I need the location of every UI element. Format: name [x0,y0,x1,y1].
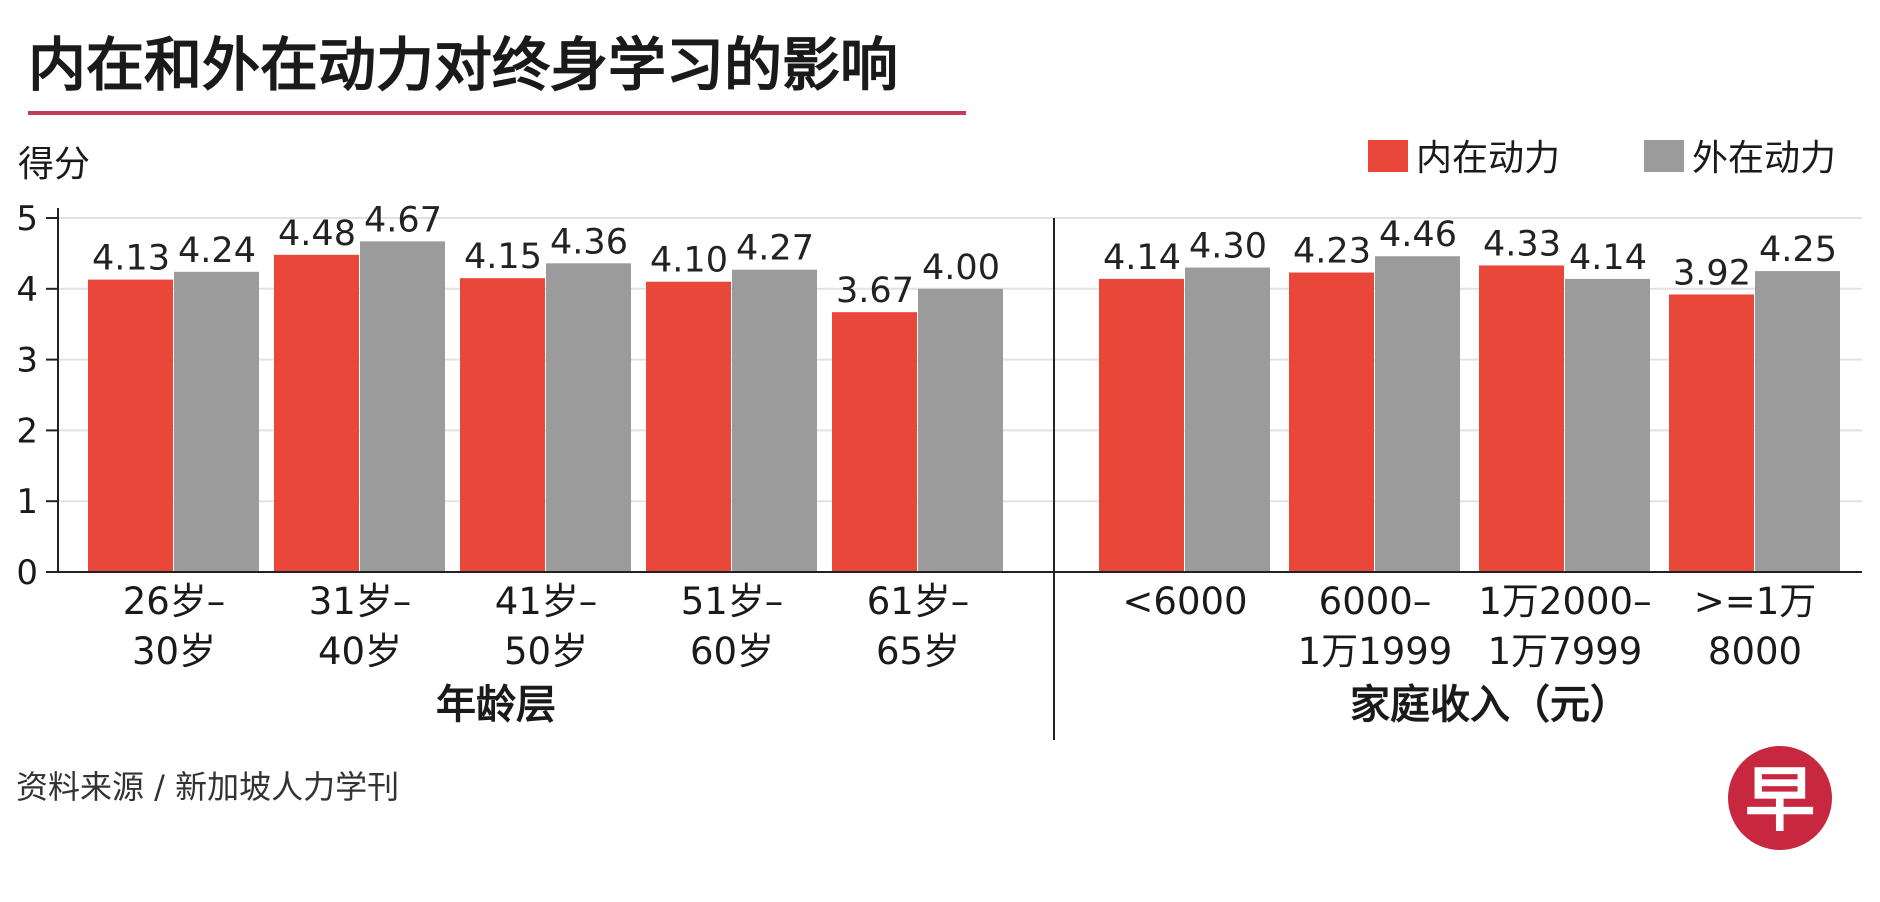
x-axis-title: 家庭收入（元） [1350,682,1630,728]
legend-swatch-inner [1368,140,1408,172]
y-tick-label: 4 [16,270,38,310]
y-axis-label: 得分 [18,144,90,185]
bar [1185,267,1270,572]
x-tick-label: 26岁– [123,580,226,623]
y-tick-label: 5 [16,199,38,239]
x-tick-label: 65岁 [876,630,960,673]
y-tick-label: 3 [16,341,38,381]
bar [274,254,359,573]
bar [1755,271,1840,572]
data-label: 4.25 [1759,230,1837,270]
data-label: 4.36 [550,222,628,262]
title-underline [28,111,966,115]
legend-swatch-outer [1644,140,1684,172]
x-tick-label: 40岁 [318,630,402,673]
x-tick-label: 6000– [1319,580,1432,623]
x-axis-title: 年龄层 [436,682,556,728]
data-label: 4.48 [278,214,356,254]
x-tick-label: 1万7999 [1488,630,1643,673]
zaobao-logo-icon: 早 [1728,746,1832,850]
x-tick-label: 51岁– [681,580,784,623]
bar [646,281,731,572]
x-tick-label: 1万2000– [1478,580,1651,623]
bar [832,312,917,572]
data-label: 4.00 [922,248,1000,288]
x-tick-label: 31岁– [309,580,412,623]
x-tick-label: <6000 [1122,580,1247,623]
bar [174,271,259,572]
logo-char: 早 [1745,758,1815,841]
legend-label-outer: 外在动力 [1692,138,1836,179]
data-label: 4.46 [1379,215,1457,255]
data-label: 4.10 [650,241,728,281]
labels: 0 1 2 3 4 5 4.13 4.24 26岁– 30岁 4.48 4.67 31岁– 40岁 4.15… [16,199,1837,728]
y-tick-label: 0 [16,553,38,593]
bar [460,278,545,572]
legend-label-inner: 内在动力 [1416,138,1560,179]
source-note: 资料来源 / 新加坡人力学刊 [16,768,399,806]
bar [1289,272,1374,572]
bar [1479,265,1564,572]
data-label: 4.33 [1483,224,1561,264]
x-tick-label: 61岁– [867,580,970,623]
bar [732,269,817,572]
x-tick-label: >=1万 [1694,580,1817,623]
x-tick-label: 50岁 [504,630,588,673]
y-tick-label: 2 [16,411,38,451]
bar [1099,278,1184,572]
x-tick-label: 8000 [1708,630,1802,673]
bar [1669,294,1754,572]
bar [546,263,631,572]
data-label: 4.14 [1103,238,1181,278]
y-tick-label: 1 [16,482,38,522]
bar [88,279,173,572]
data-label: 4.13 [92,239,170,279]
data-label: 4.24 [178,231,256,271]
chart-title: 内在和外在动力对终身学习的影响 [28,31,898,99]
x-tick-label: 30岁 [132,630,216,673]
x-tick-label: 41岁– [495,580,598,623]
data-label: 4.30 [1189,227,1267,267]
data-label: 4.67 [364,200,442,240]
x-tick-label: 60岁 [690,630,774,673]
bar [360,241,445,572]
data-label: 3.67 [836,271,914,311]
x-tick-label: 1万1999 [1298,630,1453,673]
bar [918,288,1003,572]
bar [1565,278,1650,572]
data-label: 4.23 [1293,232,1371,272]
data-label: 4.15 [464,237,542,277]
data-label: 4.27 [736,229,814,269]
legend: 内在动力 外在动力 [1368,138,1836,179]
bars [88,241,1840,573]
data-label: 3.92 [1673,253,1751,293]
bar [1375,256,1460,572]
data-label: 4.14 [1569,238,1647,278]
axes [46,208,1862,740]
